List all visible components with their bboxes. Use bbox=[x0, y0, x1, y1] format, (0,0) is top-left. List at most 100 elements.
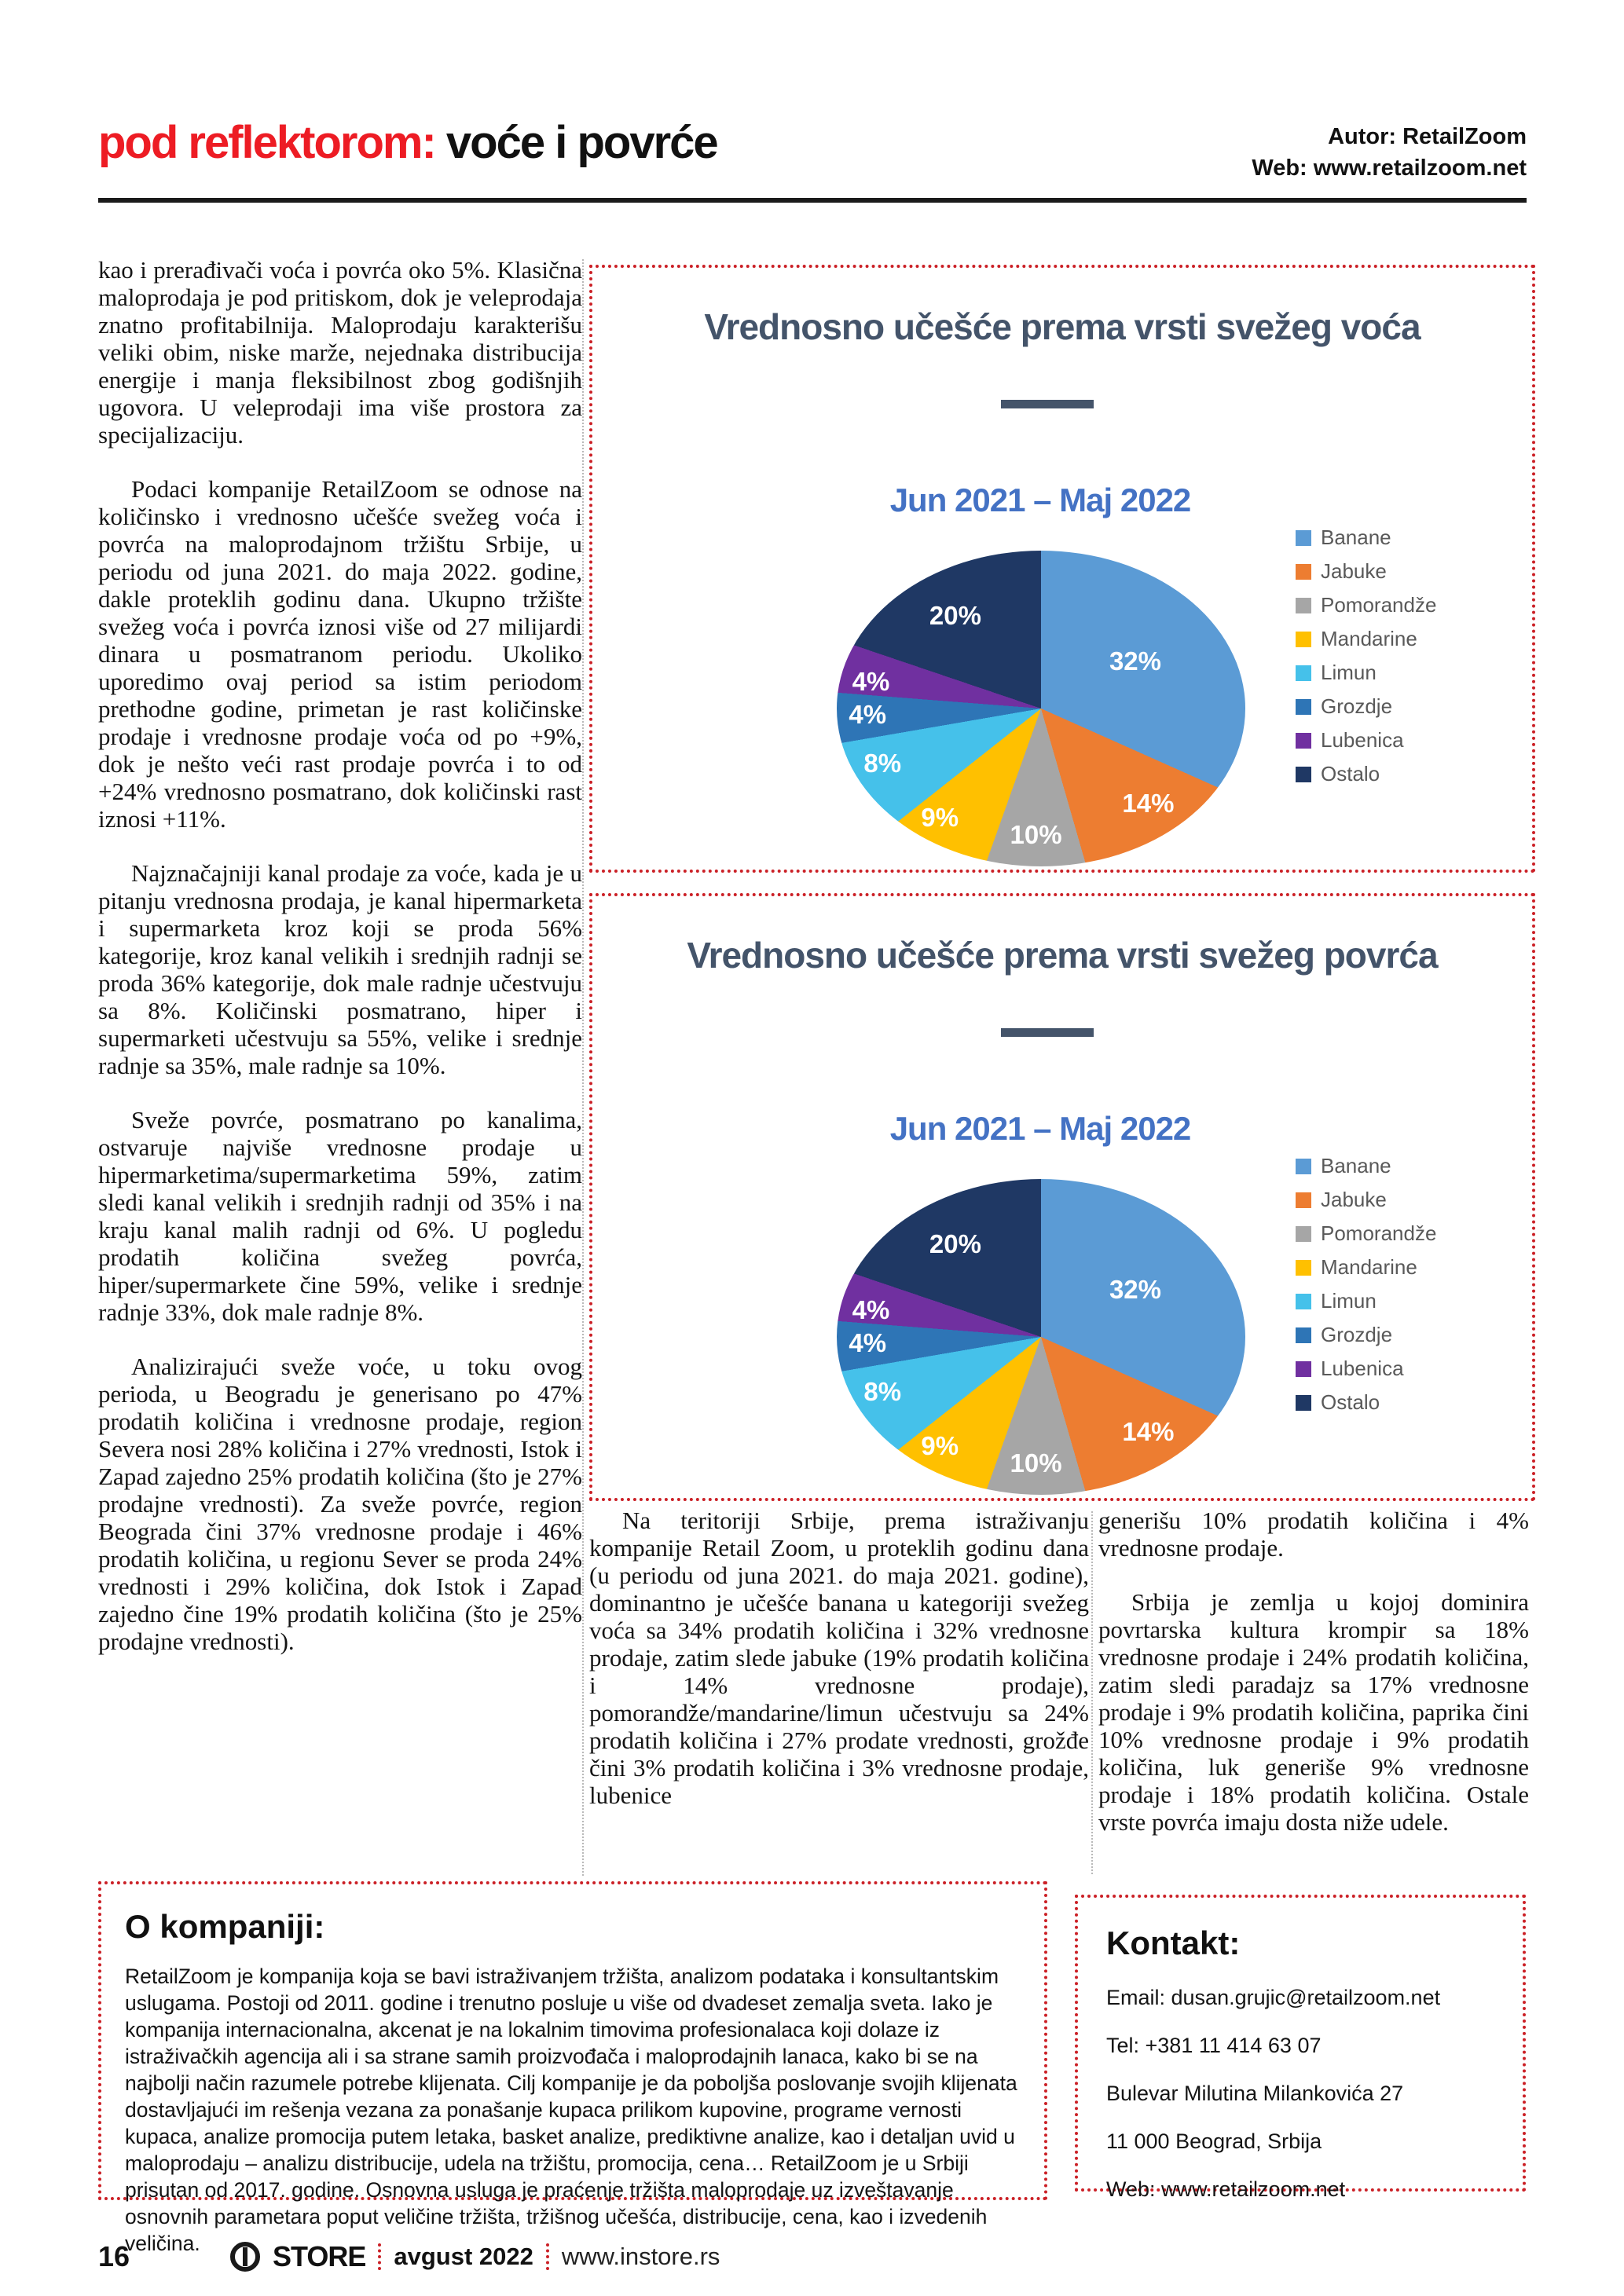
paragraph: kao i prerađivači voća i povrća oko 5%. … bbox=[98, 256, 582, 449]
pie-slice-label: 9% bbox=[921, 1430, 959, 1460]
legend-label: Limun bbox=[1321, 661, 1377, 684]
footer-divider bbox=[378, 2243, 382, 2270]
legend-item: Grozdje bbox=[1296, 1318, 1436, 1352]
byline: Autor: RetailZoom Web: www.retailzoom.ne… bbox=[1252, 121, 1527, 184]
pie-slice-label: 4% bbox=[852, 666, 890, 696]
legend-swatch bbox=[1296, 1158, 1311, 1174]
column-divider bbox=[582, 259, 584, 1876]
legend-swatch bbox=[1296, 563, 1311, 580]
masthead: pod reflektorom: voće i povrće Autor: Re… bbox=[98, 110, 1527, 196]
legend-label: Ostalo bbox=[1321, 762, 1380, 785]
legend: Banane Jabuke Pomorandže Mandarine Limun Groz… bbox=[1296, 1149, 1436, 1419]
fruit-chart-box: Vrednosno učešće prema vrsti svežeg voća… bbox=[589, 265, 1535, 873]
pie-slice-label: 14% bbox=[1122, 1417, 1175, 1447]
legend-item: Mandarine bbox=[1296, 1251, 1436, 1284]
contact-heading: Kontakt: bbox=[1106, 1924, 1241, 1961]
legend-item: Pomorandže bbox=[1296, 588, 1436, 622]
paragraph: Sveže povrće, posmatrano po kanalima, os… bbox=[98, 1106, 582, 1326]
legend-label: Jabuke bbox=[1321, 559, 1387, 583]
legend-swatch bbox=[1296, 597, 1311, 613]
chart-subtitle: Jun 2021 – Maj 2022 bbox=[889, 482, 1192, 518]
paragraph: Analizirajući sveže voće, u toku ovog pe… bbox=[98, 1353, 582, 1655]
legend-label: Pomorandže bbox=[1321, 593, 1437, 617]
legend-label: Ostalo bbox=[1321, 1390, 1380, 1414]
legend-item: Jabuke bbox=[1296, 555, 1436, 588]
about-company-box: O kompaniji: RetailZoom je kompanija koj… bbox=[98, 1881, 1047, 2255]
pie-slice-label: 4% bbox=[849, 699, 887, 729]
middle-column: Na teritoriji Srbije, prema istraživanju… bbox=[589, 1507, 1089, 1836]
vegetable-chart-box: Vrednosno učešće prema vrsti svežeg povr… bbox=[589, 893, 1535, 1501]
legend-label: Lubenica bbox=[1321, 728, 1404, 752]
pie-slice-label: 10% bbox=[1010, 819, 1062, 849]
header-rule bbox=[98, 198, 1527, 203]
title-dash bbox=[1001, 1028, 1094, 1037]
paragraph: generišu 10% prodatih količina i 4% vred… bbox=[1098, 1507, 1529, 1562]
web-line: Web: www.retailzoom.net bbox=[1252, 156, 1527, 181]
legend-item: Limun bbox=[1296, 1284, 1436, 1318]
legend-label: Banane bbox=[1321, 525, 1391, 549]
magazine-name: STORE bbox=[273, 2240, 366, 2272]
page-title: pod reflektorom: voće i povrće bbox=[98, 116, 719, 169]
legend-item: Pomorandže bbox=[1296, 1217, 1436, 1251]
legend: Banane Jabuke Pomorandže Mandarine Limun Groz… bbox=[1296, 521, 1436, 791]
instore-logo-icon bbox=[230, 2242, 260, 2272]
chart-title: Vrednosno učešće prema vrsti svežeg voća bbox=[704, 306, 1421, 347]
paragraph: Na teritoriji Srbije, prema istraživanju… bbox=[589, 1507, 1089, 1809]
legend-swatch bbox=[1296, 631, 1311, 647]
pie-slice-label: 4% bbox=[852, 1294, 890, 1324]
magazine-site: www.instore.rs bbox=[561, 2243, 720, 2270]
title-dash bbox=[1001, 400, 1094, 408]
legend-label: Banane bbox=[1321, 1154, 1391, 1177]
issue-date: avgust 2022 bbox=[394, 2243, 533, 2270]
legend-item: Limun bbox=[1296, 656, 1436, 690]
pie-slice-label: 20% bbox=[929, 1229, 981, 1259]
legend-swatch bbox=[1296, 1293, 1311, 1309]
legend-item: Lubenica bbox=[1296, 723, 1436, 757]
right-column: generišu 10% prodatih količina i 4% vred… bbox=[1098, 1507, 1529, 1862]
pie-slice-label: 14% bbox=[1122, 789, 1175, 818]
contact-box: Kontakt: Email: dusan.grujic@retailzoom.… bbox=[1075, 1895, 1526, 2201]
legend-swatch bbox=[1296, 1360, 1311, 1377]
column-divider bbox=[1091, 1511, 1093, 1874]
pie-slice-label: 10% bbox=[1010, 1448, 1062, 1478]
legend-swatch bbox=[1296, 665, 1311, 681]
chart-subtitle: Jun 2021 – Maj 2022 bbox=[889, 1110, 1192, 1147]
paragraph: Srbija je zemlja u kojoj dominira povrta… bbox=[1098, 1588, 1529, 1836]
legend-item: Jabuke bbox=[1296, 1183, 1436, 1217]
chart-title: Vrednosno učešće prema vrsti svežeg povr… bbox=[687, 935, 1438, 976]
legend-label: Jabuke bbox=[1321, 1188, 1387, 1211]
left-column: kao i prerađivači voća i povrća oko 5%. … bbox=[98, 256, 582, 1682]
pie-slice-label: 8% bbox=[863, 748, 902, 778]
legend-item: Ostalo bbox=[1296, 757, 1436, 791]
legend-item: Ostalo bbox=[1296, 1386, 1436, 1419]
contact-phone: Tel: +381 11 414 63 07 bbox=[1106, 2034, 1322, 2057]
pie-slice-label: 20% bbox=[929, 601, 981, 631]
legend-item: Banane bbox=[1296, 521, 1436, 555]
author-line: Autor: RetailZoom bbox=[1328, 124, 1527, 149]
article-title: voće i povrće bbox=[434, 117, 719, 168]
footer-divider bbox=[545, 2243, 549, 2270]
contact-city: 11 000 Beograd, Srbija bbox=[1106, 2129, 1322, 2153]
pie: 32% 14% 10% 9% 8% 4% 4% 20% bbox=[837, 1179, 1245, 1495]
legend-label: Mandarine bbox=[1321, 1255, 1417, 1279]
legend-swatch bbox=[1296, 732, 1311, 749]
pie: 32% 14% 10% 9% 8% 4% 4% 20% bbox=[837, 551, 1245, 866]
pie-slice-label: 32% bbox=[1109, 1274, 1161, 1304]
paragraph: Podaci kompanije RetailZoom se odnose na… bbox=[98, 475, 582, 833]
footer-brand-group: STORE avgust 2022 www.instore.rs bbox=[230, 2237, 720, 2276]
legend-label: Grozdje bbox=[1321, 694, 1393, 718]
legend-swatch bbox=[1296, 529, 1311, 546]
legend-swatch bbox=[1296, 1327, 1311, 1343]
pie-slice-label: 9% bbox=[921, 802, 959, 832]
about-heading: O kompaniji: bbox=[125, 1908, 325, 1945]
legend-label: Lubenica bbox=[1321, 1357, 1404, 1380]
legend-item: Grozdje bbox=[1296, 690, 1436, 723]
page-number: 16 bbox=[98, 2240, 130, 2272]
pie-slice-label: 4% bbox=[849, 1327, 887, 1357]
legend-item: Banane bbox=[1296, 1149, 1436, 1183]
about-body: RetailZoom je kompanija koja se bavi ist… bbox=[125, 1965, 1017, 2255]
legend-label: Mandarine bbox=[1321, 627, 1417, 650]
section-kicker: pod reflektorom: bbox=[98, 117, 437, 168]
page-footer: 16 STORE avgust 2022 www.instore.rs bbox=[98, 2237, 1527, 2276]
